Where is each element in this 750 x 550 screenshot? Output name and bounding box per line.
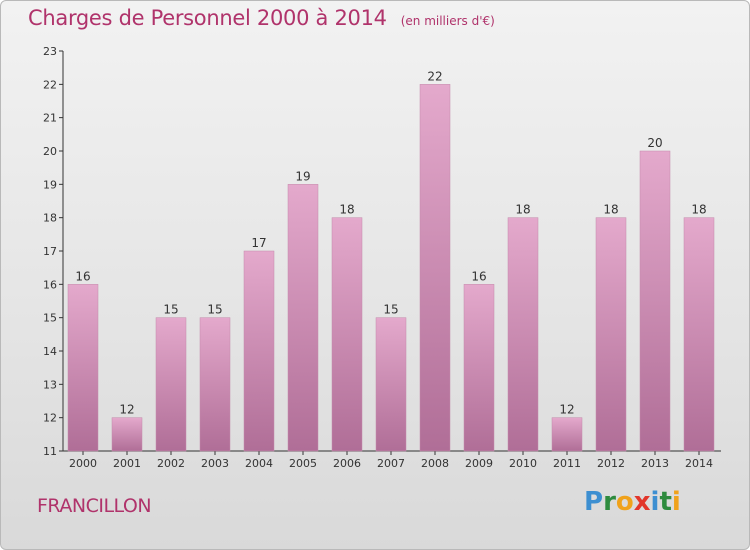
proxiti-logo: Proxiti bbox=[584, 487, 681, 517]
bar-value-label: 17 bbox=[251, 236, 266, 250]
x-tick-label: 2008 bbox=[421, 457, 449, 470]
bar bbox=[639, 150, 671, 452]
y-tick-label: 11 bbox=[43, 445, 57, 458]
y-tick-label: 12 bbox=[43, 412, 57, 425]
bar-value-label: 19 bbox=[295, 169, 310, 183]
y-tick-label: 21 bbox=[43, 112, 57, 125]
chart-title: Charges de Personnel 2000 à 2014 bbox=[28, 6, 387, 30]
bar bbox=[199, 317, 231, 452]
y-tick-label: 13 bbox=[43, 378, 57, 391]
bar-value-label: 22 bbox=[427, 69, 442, 83]
bar-value-label: 18 bbox=[515, 203, 530, 217]
bar-value-label: 16 bbox=[75, 269, 90, 283]
logo-letter: x bbox=[633, 487, 651, 517]
bar-value-label: 18 bbox=[691, 203, 706, 217]
bar-value-label: 16 bbox=[471, 269, 486, 283]
chart-title-group: Charges de Personnel 2000 à 2014 (en mill… bbox=[28, 6, 495, 30]
y-axis: 11 12 13 14 15 16 17 18 19 20 21 22 23 bbox=[43, 45, 64, 458]
x-tick-label: 2005 bbox=[289, 457, 317, 470]
logo-letter: i bbox=[650, 487, 660, 517]
bar bbox=[375, 317, 407, 452]
y-tick-label: 17 bbox=[43, 245, 57, 258]
chart-subtitle: (en milliers d'€) bbox=[400, 14, 495, 28]
y-tick-label: 19 bbox=[43, 178, 57, 191]
bar-value-label: 18 bbox=[603, 203, 618, 217]
x-tick-label: 2011 bbox=[553, 457, 581, 470]
bar-value-label: 18 bbox=[339, 203, 354, 217]
bar bbox=[683, 217, 715, 452]
bar-value-label: 12 bbox=[559, 403, 574, 417]
logo-letter: r bbox=[603, 487, 616, 517]
bar bbox=[419, 84, 451, 452]
logo-letter: i bbox=[671, 487, 681, 517]
logo-letter: o bbox=[615, 487, 634, 517]
x-tick-label: 2009 bbox=[465, 457, 493, 470]
bar bbox=[155, 317, 187, 452]
y-tick-label: 16 bbox=[43, 278, 57, 291]
bar-value-label: 15 bbox=[163, 303, 178, 317]
x-tick-label: 2000 bbox=[69, 457, 97, 470]
y-tick-label: 18 bbox=[43, 212, 57, 225]
x-tick-label: 2003 bbox=[201, 457, 229, 470]
x-tick-label: 2007 bbox=[377, 457, 405, 470]
bar bbox=[507, 217, 539, 452]
logo-letter: P bbox=[584, 487, 604, 517]
x-tick-label: 2010 bbox=[509, 457, 537, 470]
bar bbox=[111, 417, 143, 452]
y-tick-label: 23 bbox=[43, 45, 57, 58]
y-tick-label: 14 bbox=[43, 345, 57, 358]
x-tick-label: 2012 bbox=[597, 457, 625, 470]
bar-value-label: 15 bbox=[383, 303, 398, 317]
logo-letter: t bbox=[659, 487, 672, 517]
bar bbox=[331, 217, 363, 452]
x-tick-label: 2001 bbox=[113, 457, 141, 470]
bar-value-label: 12 bbox=[119, 403, 134, 417]
bar-value-label: 20 bbox=[647, 136, 662, 150]
bar-value-label: 15 bbox=[207, 303, 222, 317]
x-tick-label: 2006 bbox=[333, 457, 361, 470]
bar bbox=[287, 184, 319, 452]
x-tick-label: 2013 bbox=[641, 457, 669, 470]
x-tick-label: 2002 bbox=[157, 457, 185, 470]
bar bbox=[463, 284, 495, 452]
x-axis: 2000 2001 2002 2003 2004 2005 2006 2007 2008 2009… bbox=[63, 450, 721, 470]
x-tick-label: 2004 bbox=[245, 457, 273, 470]
y-tick-label: 22 bbox=[43, 78, 57, 91]
x-tick-label: 2014 bbox=[685, 457, 713, 470]
bar bbox=[67, 284, 99, 452]
bar bbox=[595, 217, 627, 452]
y-tick-label: 15 bbox=[43, 312, 57, 325]
place-name: FRANCILLON bbox=[37, 495, 152, 517]
bars bbox=[67, 84, 715, 452]
value-labels: 16 12 15 15 17 19 18 15 22 16 18 12 18 20 18 bbox=[75, 69, 706, 416]
y-tick-label: 20 bbox=[43, 145, 57, 158]
bar bbox=[551, 417, 583, 452]
bar bbox=[243, 250, 275, 452]
